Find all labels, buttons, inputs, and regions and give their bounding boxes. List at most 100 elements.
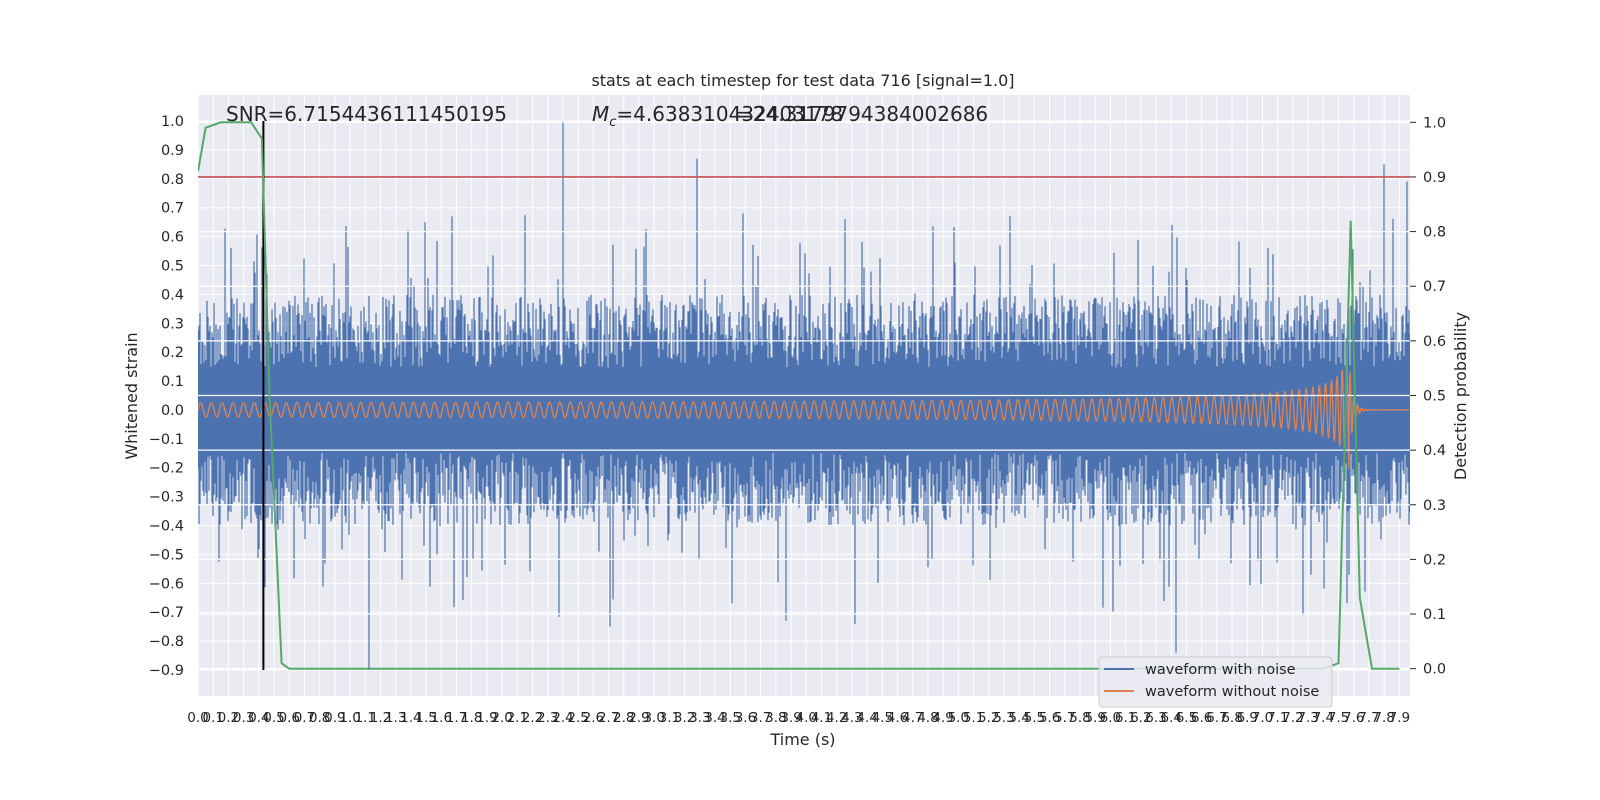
y-tick-label: 0.9 xyxy=(161,143,184,159)
x-tick-label: 7.3 xyxy=(1297,710,1318,726)
x-tick-label: 3.3 xyxy=(689,710,710,726)
x-tick-label: 6.9 xyxy=(1237,710,1258,726)
y-tick-label: −0.4 xyxy=(149,519,184,535)
x-tick-label: 0.4 xyxy=(248,710,269,726)
y2-tick-label: 0.8 xyxy=(1423,225,1446,241)
probability-line xyxy=(198,121,1400,670)
x-tick-label: 7.1 xyxy=(1267,710,1288,726)
x-tick-label: 3.0 xyxy=(643,710,664,726)
legend: waveform with noise waveform without noi… xyxy=(1098,656,1333,708)
y2-tick-label: 0.1 xyxy=(1423,607,1446,623)
x-tick-label: 4.8 xyxy=(917,710,938,726)
x-tick-label: 4.1 xyxy=(811,710,832,726)
x-tick-label: 6.0 xyxy=(1100,710,1121,726)
x-tick-label: 6.2 xyxy=(1130,710,1151,726)
y-tick-label: −0.8 xyxy=(149,634,184,650)
overlay-layer xyxy=(198,121,1410,670)
x-tick-label: 4.3 xyxy=(841,710,862,726)
y2-tick-label: 0.7 xyxy=(1423,279,1446,295)
x-tick-label: 2.0 xyxy=(491,710,512,726)
legend-label-clean: waveform without noise xyxy=(1145,684,1319,700)
x-tick-label: 0.3 xyxy=(233,710,254,726)
y2-tick-label: 1.0 xyxy=(1423,115,1446,131)
chirp-mass-annotation: Mc=4.638310432403178 xyxy=(592,102,843,130)
x-tick-label: 0.5 xyxy=(263,710,284,726)
x-tick-label: 3.6 xyxy=(735,710,756,726)
x-tick-label: 4.6 xyxy=(887,710,908,726)
x-tick-label: 3.7 xyxy=(750,710,771,726)
x-tick-label: 5.1 xyxy=(963,710,984,726)
y-tick-label: 0.1 xyxy=(161,374,184,390)
x-tick-label: 1.8 xyxy=(461,710,482,726)
x-tick-label: 6.6 xyxy=(1191,710,1212,726)
x-tick-label: 7.7 xyxy=(1358,710,1379,726)
x-tick-label: 1.2 xyxy=(370,710,391,726)
y2-tick-label: 0.4 xyxy=(1423,443,1446,459)
x-tick-label: 0.2 xyxy=(218,710,239,726)
x-tick-label: 6.5 xyxy=(1176,710,1197,726)
x-tick-label: 1.6 xyxy=(431,710,452,726)
y-tick-label: 0.2 xyxy=(161,345,184,361)
x-tick-label: 5.5 xyxy=(1024,710,1045,726)
y-tick-label: 0.5 xyxy=(161,258,184,274)
y-tick-label: 0.4 xyxy=(161,287,184,303)
y-tick-label: 1.0 xyxy=(161,114,184,130)
y2-axis-ticks: 1.0 0.9 0.8 0.7 0.6 0.5 0.4 0.3 0.2 0.1 0.0 xyxy=(1410,115,1446,678)
y2-tick-label: 0.5 xyxy=(1423,389,1446,405)
y2-tick-label: 0.6 xyxy=(1423,334,1446,350)
y2-tick-label: 0.3 xyxy=(1423,498,1446,514)
x-tick-label: 1.9 xyxy=(476,710,497,726)
y2-axis-label: Detection probability xyxy=(1451,312,1470,480)
x-tick-label: 0.0 xyxy=(187,710,208,726)
y-tick-label: −0.1 xyxy=(149,432,184,448)
y-tick-label: 0.3 xyxy=(161,316,184,332)
y2-tick-label: 0.0 xyxy=(1423,662,1446,678)
chart-title: stats at each timestep for test data 716… xyxy=(591,71,1014,90)
x-tick-label: 7.6 xyxy=(1343,710,1364,726)
overlap-annotation: =24.3179794384002686 xyxy=(736,102,988,126)
clean-waveform-layer xyxy=(198,359,1410,469)
x-tick-label: 2.5 xyxy=(567,710,588,726)
x-tick-label: 2.7 xyxy=(598,710,619,726)
x-tick-label: 2.8 xyxy=(613,710,634,726)
y2-tick-label: 0.9 xyxy=(1423,170,1446,186)
x-tick-label: 2.1 xyxy=(507,710,528,726)
x-axis-label: Time (s) xyxy=(769,730,835,749)
x-tick-label: 7.0 xyxy=(1252,710,1273,726)
x-tick-label: 2.4 xyxy=(552,710,573,726)
y-tick-label: 0.6 xyxy=(161,230,184,246)
y-tick-label: 0.8 xyxy=(161,172,184,188)
x-tick-label: 1.4 xyxy=(400,710,421,726)
x-tick-label: 7.9 xyxy=(1389,710,1410,726)
x-tick-label: 4.7 xyxy=(902,710,923,726)
x-tick-label: 4.5 xyxy=(872,710,893,726)
x-tick-label: 2.2 xyxy=(522,710,543,726)
x-tick-label: 4.2 xyxy=(826,710,847,726)
y2-tick-label: 0.2 xyxy=(1423,552,1446,568)
y-tick-label: −0.9 xyxy=(149,663,184,679)
x-tick-label: 3.8 xyxy=(765,710,786,726)
x-tick-label: 2.3 xyxy=(537,710,558,726)
y-tick-label: −0.7 xyxy=(149,605,184,621)
x-tick-label: 6.7 xyxy=(1206,710,1227,726)
x-tick-label: 6.3 xyxy=(1145,710,1166,726)
x-tick-label: 0.9 xyxy=(324,710,345,726)
x-tick-label: 5.6 xyxy=(1039,710,1060,726)
x-tick-label: 6.4 xyxy=(1161,710,1182,726)
x-tick-label: 3.4 xyxy=(704,710,725,726)
x-tick-label: 1.0 xyxy=(339,710,360,726)
x-tick-label: 3.1 xyxy=(659,710,680,726)
x-tick-label: 1.7 xyxy=(446,710,467,726)
x-tick-label: 0.6 xyxy=(278,710,299,726)
x-tick-label: 4.9 xyxy=(932,710,953,726)
x-tick-label: 5.8 xyxy=(1069,710,1090,726)
y-tick-label: −0.3 xyxy=(149,490,184,506)
x-tick-label: 3.5 xyxy=(720,710,741,726)
x-tick-label: 5.2 xyxy=(978,710,999,726)
x-tick-label: 4.0 xyxy=(796,710,817,726)
x-tick-label: 2.9 xyxy=(628,710,649,726)
x-tick-label: 1.1 xyxy=(355,710,376,726)
legend-box xyxy=(1098,656,1333,708)
y-axis-label: Whitened strain xyxy=(122,332,141,459)
y-axis-ticks: 1.0 0.9 0.8 0.7 0.6 0.5 0.4 0.3 0.2 0.1 0.0 −0.1 −0.… xyxy=(149,114,184,679)
